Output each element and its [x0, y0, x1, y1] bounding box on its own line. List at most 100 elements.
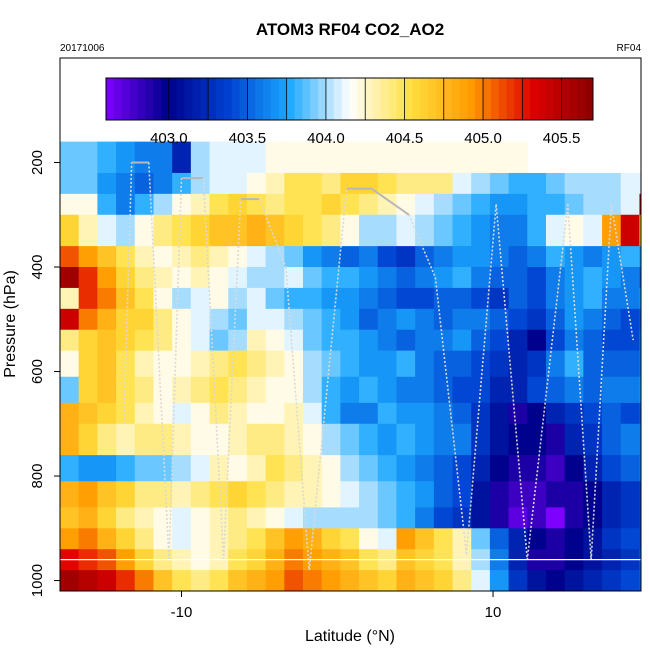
heatmap-cell	[489, 402, 510, 425]
heatmap-cell	[620, 267, 640, 289]
heatmap-cell	[452, 329, 472, 352]
heatmap-cell	[153, 350, 173, 378]
heatmap-cell	[60, 376, 80, 404]
heatmap-cell	[97, 350, 117, 378]
heatmap-cell	[228, 267, 248, 289]
colorbar-swatch	[577, 78, 586, 120]
heatmap-cell	[340, 214, 360, 247]
heatmap-cell	[228, 481, 248, 508]
heatmap-cell	[545, 507, 566, 529]
heatmap-cell	[302, 507, 323, 529]
heatmap-cell	[340, 308, 360, 331]
heatmap-cell	[452, 507, 472, 529]
flight-track-segment	[285, 266, 311, 571]
heatmap-cell	[78, 193, 98, 216]
heatmap-cell	[60, 193, 80, 216]
heatmap-cell	[396, 402, 416, 425]
heatmap-cell	[359, 214, 379, 247]
heatmap-cell	[471, 267, 491, 289]
heatmap-cell	[60, 570, 80, 592]
heatmap-cell	[97, 376, 117, 404]
heatmap-cell	[60, 350, 80, 378]
heatmap-cell	[508, 481, 528, 508]
heatmap-cell	[190, 267, 211, 289]
heatmap-cell	[302, 528, 323, 550]
colorbar-tick-label: 405.5	[543, 130, 581, 147]
x-axis-label: Latitude (°N)	[305, 628, 395, 645]
colorbar-tick-label: 404.5	[386, 130, 424, 147]
heatmap-cell	[620, 528, 640, 550]
heatmap-cell	[527, 423, 547, 456]
x-tick-label: -10	[171, 604, 193, 621]
heatmap-cell	[396, 455, 416, 482]
heatmap-cell	[265, 193, 285, 216]
heatmap-cell	[602, 246, 622, 268]
heatmap-cell	[433, 267, 454, 289]
heatmap-cell	[508, 214, 528, 247]
heatmap-cell	[340, 246, 360, 268]
colorbar-swatch	[435, 78, 445, 120]
heatmap-cell	[583, 308, 603, 331]
heatmap-cell	[153, 481, 173, 508]
heatmap-cell	[396, 507, 416, 529]
heatmap-cell	[452, 267, 472, 289]
heatmap-cell	[60, 329, 80, 352]
colorbar-tick-label: 405.0	[464, 130, 502, 147]
colorbar-swatch	[286, 78, 296, 120]
heatmap-cell	[116, 141, 136, 174]
heatmap-cell	[190, 423, 211, 456]
heatmap-cell	[340, 267, 360, 289]
heatmap-cell	[620, 507, 640, 529]
heatmap-cell	[228, 402, 248, 425]
heatmap-cell	[340, 528, 360, 550]
heatmap-cell	[415, 455, 435, 482]
heatmap-cell	[639, 507, 642, 529]
colorbar-swatch	[530, 78, 539, 120]
colorbar-swatch	[498, 78, 508, 120]
heatmap-cell	[340, 376, 360, 404]
heatmap-cell	[321, 507, 341, 529]
heatmap-cell	[172, 329, 192, 352]
colorbar-tick-label: 403.5	[229, 130, 267, 147]
heatmap-cell	[134, 507, 154, 529]
heatmap-cell	[620, 350, 640, 378]
heatmap-cell	[153, 455, 173, 482]
heatmap-cell	[209, 376, 229, 404]
heatmap-cell	[284, 193, 304, 216]
heatmap-cell	[433, 172, 454, 195]
heatmap-cell	[639, 267, 642, 289]
heatmap-cell	[452, 287, 472, 310]
heatmap-cell	[60, 455, 80, 482]
heatmap-cell	[639, 528, 642, 550]
colorbar-swatch	[561, 78, 570, 120]
heatmap-cell	[583, 570, 603, 592]
heatmap-cell	[190, 481, 211, 508]
colorbar: 403.0 403.5 404.0 404.5 405.0 405.5	[104, 76, 595, 147]
heatmap-cell	[134, 455, 154, 482]
heatmap-cell	[340, 172, 360, 195]
heatmap-cell	[527, 308, 547, 331]
heatmap-cell	[564, 287, 584, 310]
heatmap-cell	[97, 570, 117, 592]
heatmap-cell	[78, 172, 98, 195]
heatmap-cell	[284, 402, 304, 425]
heatmap-cell	[302, 287, 323, 310]
heatmap-cell	[265, 455, 285, 482]
heatmap-cell	[153, 193, 173, 216]
heatmap-cell	[97, 402, 117, 425]
heatmap-cell	[489, 141, 510, 174]
heatmap-cell	[302, 376, 323, 404]
heatmap-cell	[153, 402, 173, 425]
heatmap-cell	[190, 308, 211, 331]
heatmap-cell	[489, 308, 510, 331]
heatmap-cell	[545, 214, 566, 247]
heatmap-cell	[583, 376, 603, 404]
colorbar-tick-label: 403.0	[150, 130, 188, 147]
heatmap-cell	[246, 267, 267, 289]
heatmap-cell	[433, 570, 454, 592]
heatmap-cell	[97, 455, 117, 482]
heatmap-cell	[340, 350, 360, 378]
heatmap-cell	[190, 402, 211, 425]
heatmap-cell	[246, 481, 267, 508]
